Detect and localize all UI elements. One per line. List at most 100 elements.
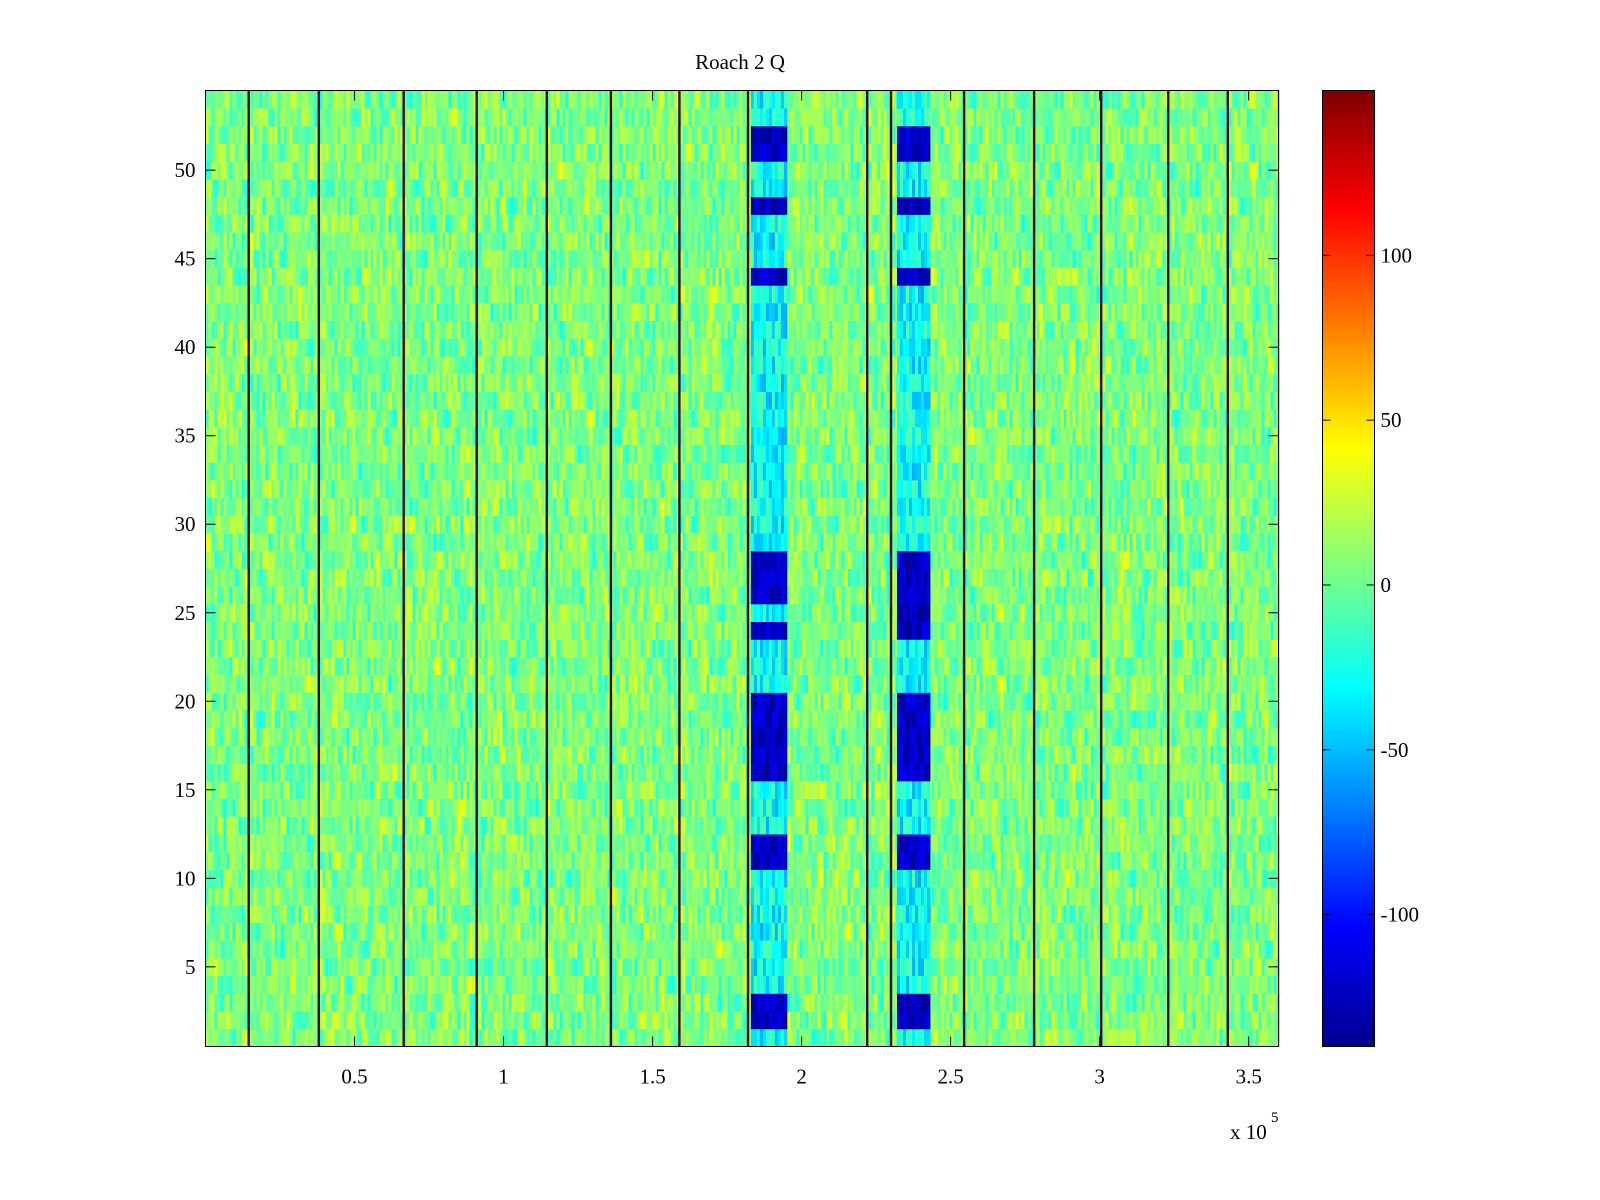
heatmap-cell [1022, 905, 1025, 923]
heatmap-cell [806, 993, 809, 1011]
heatmap-cell [950, 1029, 953, 1047]
heatmap-cell [1076, 1011, 1079, 1029]
heatmap-cell [329, 852, 332, 870]
heatmap-cell [1232, 869, 1235, 887]
heatmap-cell [383, 976, 386, 994]
heatmap-cell [281, 887, 284, 905]
heatmap-cell [218, 869, 221, 887]
heatmap-cell [356, 940, 359, 958]
heatmap-cell [386, 1011, 389, 1029]
heatmap-cell [935, 1011, 938, 1029]
heatmap-cell [218, 923, 221, 941]
heatmap-cell [311, 923, 314, 941]
heatmap-cell [743, 1029, 746, 1047]
heatmap-cell [1187, 993, 1190, 1011]
heatmap-cell [440, 993, 443, 1011]
heatmap-cell [287, 1029, 290, 1047]
heatmap-cell [743, 834, 746, 852]
heatmap-cell [836, 1011, 839, 1029]
heatmap-cell [722, 887, 725, 905]
heatmap-cell [620, 940, 623, 958]
heatmap-cell [791, 1029, 794, 1047]
heatmap-cell [329, 869, 332, 887]
heatmap-cell [1049, 905, 1052, 923]
heatmap-cell [605, 976, 608, 994]
heatmap-cell [299, 940, 302, 958]
heatmap-cell [1103, 958, 1106, 976]
heatmap-cell [461, 852, 464, 870]
heatmap-cell [482, 852, 485, 870]
heatmap-cell [1022, 993, 1025, 1011]
heatmap-cell [1220, 1011, 1223, 1029]
heatmap-cell [1082, 869, 1085, 887]
heatmap-cell [470, 993, 473, 1011]
heatmap-cell [743, 887, 746, 905]
heatmap-cell [260, 993, 263, 1011]
heatmap-cell [1160, 923, 1163, 941]
heatmap-cell [212, 1011, 215, 1029]
heatmap-cell [956, 887, 959, 905]
heatmap-cell [1085, 976, 1088, 994]
heatmap-cell [815, 940, 818, 958]
heatmap-cell [368, 993, 371, 1011]
heatmap-cell [860, 869, 863, 887]
heatmap-cell [350, 993, 353, 1011]
heatmap-cell [356, 1029, 359, 1047]
heatmap-cell [1115, 940, 1118, 958]
heatmap-cell [326, 940, 329, 958]
heatmap-cell [809, 905, 812, 923]
heatmap-cell [950, 905, 953, 923]
heatmap-cell [1091, 1011, 1094, 1029]
heatmap-cell [1127, 940, 1130, 958]
heatmap-cell [986, 1011, 989, 1029]
heatmap-cell [551, 834, 554, 852]
heatmap-cell [479, 940, 482, 958]
heatmap-cell [362, 958, 365, 976]
heatmap-cell [482, 976, 485, 994]
heatmap-cell [212, 940, 215, 958]
heatmap-cell [1091, 852, 1094, 870]
heatmap-cell [797, 1011, 800, 1029]
heatmap-cell [842, 834, 845, 852]
heatmap-cell [521, 993, 524, 1011]
heatmap-cell [569, 887, 572, 905]
heatmap-cell [743, 958, 746, 976]
heatmap-cell [239, 958, 242, 976]
heatmap-cell [1172, 887, 1175, 905]
heatmap-cell [1163, 993, 1166, 1011]
heatmap-cell [1010, 958, 1013, 976]
heatmap-cell [434, 923, 437, 941]
heatmap-cell [629, 976, 632, 994]
heatmap-cell [968, 1029, 971, 1047]
heatmap-cell [374, 1029, 377, 1047]
heatmap-cell [1265, 1011, 1268, 1029]
heatmap-cell [1103, 940, 1106, 958]
heatmap-cell [341, 1029, 344, 1047]
heatmap-cell [947, 993, 950, 1011]
heatmap-cell [1028, 887, 1031, 905]
heatmap-cell [1193, 887, 1196, 905]
heatmap-cell [1082, 834, 1085, 852]
heatmap-cell [638, 887, 641, 905]
heatmap-cell [623, 887, 626, 905]
heatmap-cell [1142, 1029, 1145, 1047]
heatmap-cell [809, 993, 812, 1011]
heatmap-cell [218, 834, 221, 852]
heatmap-cell [602, 958, 605, 976]
heatmap-cell [1076, 852, 1079, 870]
heatmap-cell [839, 1011, 842, 1029]
heatmap-cell [809, 940, 812, 958]
heatmap-cell [257, 958, 260, 976]
heatmap-cell [683, 976, 686, 994]
heatmap-cell [992, 1011, 995, 1029]
heatmap-cell [557, 852, 560, 870]
heatmap-cell [362, 940, 365, 958]
heatmap-cell [425, 1029, 428, 1047]
heatmap-cell [1007, 958, 1010, 976]
heatmap-cell [383, 869, 386, 887]
heatmap-cell [1019, 887, 1022, 905]
heatmap-cell [638, 993, 641, 1011]
heatmap-cell [353, 852, 356, 870]
heatmap-cell [857, 1011, 860, 1029]
heatmap-cell [794, 993, 797, 1011]
